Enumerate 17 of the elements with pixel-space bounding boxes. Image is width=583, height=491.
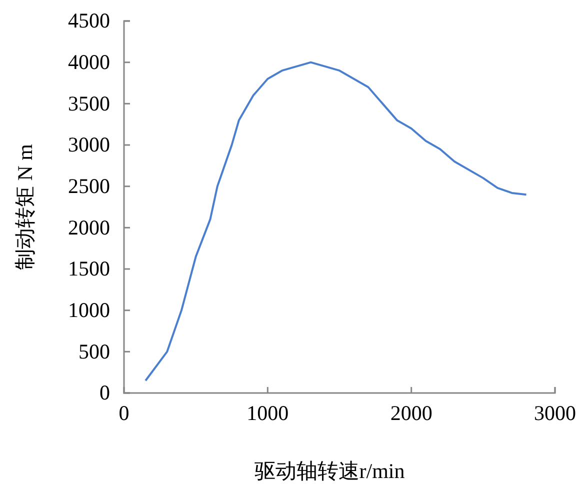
y-tick-label: 2000 bbox=[68, 215, 110, 240]
y-tick-label: 0 bbox=[100, 380, 110, 405]
y-tick-label: 1500 bbox=[68, 256, 110, 281]
y-tick-label: 500 bbox=[78, 339, 110, 364]
y-tick-label: 3000 bbox=[68, 132, 110, 157]
y-tick-label: 4000 bbox=[68, 50, 110, 74]
x-axis-title: 驱动轴转速r/min bbox=[254, 459, 406, 483]
x-tick-label: 1000 bbox=[246, 400, 289, 425]
x-tick-label: 0 bbox=[118, 400, 130, 425]
line-series bbox=[144, 61, 528, 382]
y-tick-label: 1000 bbox=[68, 298, 110, 322]
x-tick-label: 3000 bbox=[534, 400, 576, 425]
y-tick-label: 4500 bbox=[68, 8, 110, 33]
x-tick-label: 2000 bbox=[390, 400, 432, 425]
y-tick-label: 2500 bbox=[68, 174, 110, 198]
y-tick-label: 3500 bbox=[68, 91, 110, 116]
y-axis-title: 制动转矩 N m bbox=[13, 144, 37, 270]
